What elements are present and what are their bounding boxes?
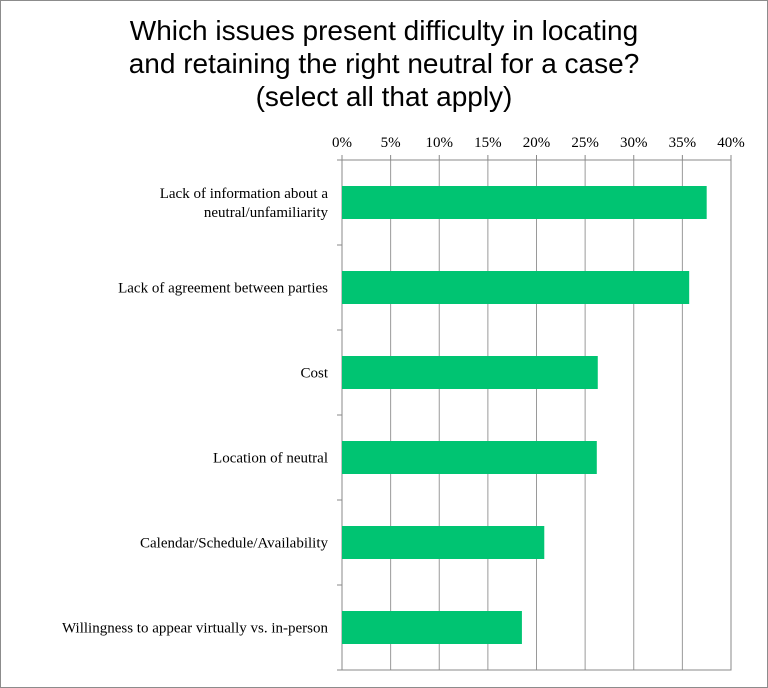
- category-label: Location of neutral: [213, 451, 328, 467]
- chart-title-line-2: and retaining the right neutral for a ca…: [128, 48, 640, 79]
- category-label-line: Lack of agreement between parties: [118, 281, 328, 297]
- category-label-line: Cost: [300, 366, 328, 382]
- x-tick-label: 25%: [571, 135, 599, 151]
- category-label-line: Lack of information about a: [160, 186, 329, 202]
- category-label: Lack of information about a neutral/unfam…: [160, 186, 329, 221]
- bar: [342, 271, 690, 304]
- category-label: Lack of agreement between parties: [118, 281, 328, 297]
- category-label-line: neutral/unfamiliarity: [204, 205, 329, 221]
- bar: [342, 186, 707, 219]
- category-label-line: Calendar/Schedule/Availability: [140, 536, 328, 552]
- bar: [342, 356, 598, 389]
- category-label-line: Willingness to appear virtually vs. in-p…: [62, 621, 329, 637]
- category-label: Willingness to appear virtually vs. in-p…: [62, 621, 329, 637]
- chart-title-line-1: Which issues present difficulty in locat…: [129, 15, 639, 46]
- bar: [342, 441, 597, 474]
- category-label-line: Location of neutral: [213, 451, 328, 467]
- category-label: Cost: [300, 366, 328, 382]
- x-tick-label: 10%: [426, 135, 454, 151]
- x-tick-label: 40%: [717, 135, 745, 151]
- x-tick-label: 20%: [523, 135, 551, 151]
- x-tick-label: 15%: [474, 135, 502, 151]
- x-tick-label: 5%: [381, 135, 401, 151]
- chart-title-line-3: (select all that apply): [255, 81, 513, 112]
- x-tick-label: 35%: [669, 135, 697, 151]
- x-tick-label: 30%: [620, 135, 648, 151]
- bar: [342, 526, 545, 559]
- category-label: Calendar/Schedule/Availability: [140, 536, 328, 552]
- bar: [342, 611, 522, 644]
- x-tick-label: 0%: [332, 135, 352, 151]
- chart-title: Which issues present difficulty in locat…: [0, 14, 768, 113]
